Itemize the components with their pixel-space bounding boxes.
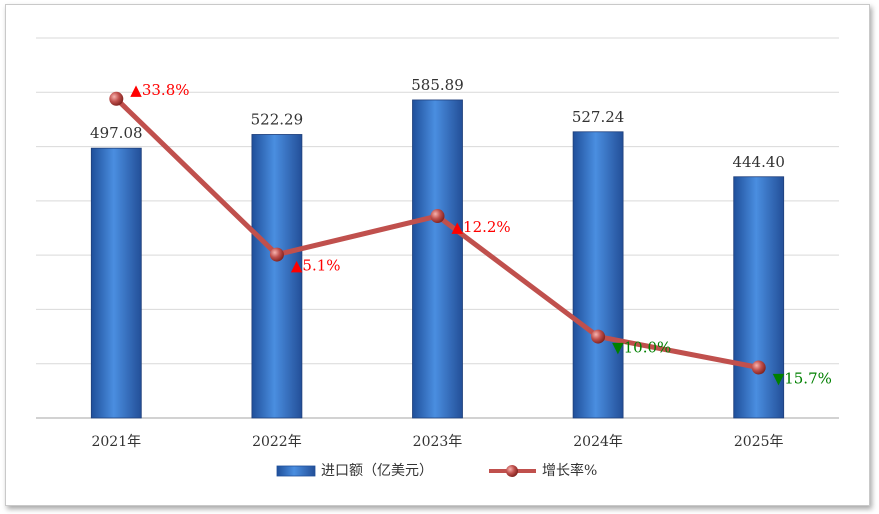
legend-line-label: 增长率%	[542, 462, 597, 479]
line-value-labels: ▲33.8% ▲5.1% ▲12.2% ▼10.0% ▼15.7%	[130, 81, 832, 388]
bar-value-label: 585.89	[411, 76, 464, 94]
legend-line-marker	[506, 465, 518, 477]
chart-svg: 497.08 522.29 585.89 527.24 444.40 ▲33.8% ▲5.…	[36, 37, 839, 479]
bar	[90, 147, 142, 419]
bar-value-labels: 497.08 522.29 585.89 527.24 444.40	[90, 76, 785, 171]
growth-value-label: ▼10.0%	[612, 339, 671, 357]
growth-value-label: ▲5.1%	[291, 257, 341, 275]
legend-bar-label: 进口额（亿美元）	[321, 463, 433, 479]
bar-value-label: 444.40	[732, 153, 785, 171]
legend: 进口额（亿美元） 增长率%	[276, 462, 597, 479]
growth-point	[751, 360, 766, 375]
growth-point	[109, 91, 124, 106]
x-tick-label: 2022年	[252, 434, 302, 450]
growth-value-label: ▲33.8%	[130, 81, 189, 99]
growth-point	[591, 329, 606, 344]
chart-frame: 497.08 522.29 585.89 527.24 444.40 ▲33.8% ▲5.…	[5, 4, 870, 506]
line-series	[109, 91, 766, 375]
growth-value-label: ▲12.2%	[452, 218, 511, 236]
x-tick-label: 2025年	[734, 434, 784, 450]
legend-bar-swatch	[276, 465, 316, 477]
bar-series	[90, 99, 785, 419]
x-tick-labels: 2021年 2022年 2023年 2024年 2025年	[91, 434, 783, 450]
x-tick-label: 2021年	[91, 434, 141, 450]
growth-point	[269, 247, 284, 262]
bar	[251, 134, 303, 419]
bar	[412, 99, 463, 419]
bar	[572, 131, 624, 419]
bar	[733, 176, 785, 419]
growth-value-label: ▼15.7%	[773, 370, 832, 388]
growth-point	[430, 209, 445, 224]
bar-value-label: 527.24	[572, 108, 625, 126]
x-tick-label: 2024年	[573, 434, 623, 450]
bar-value-label: 497.08	[90, 124, 143, 142]
bar-value-label: 522.29	[251, 110, 304, 128]
x-tick-label: 2023年	[413, 434, 463, 450]
